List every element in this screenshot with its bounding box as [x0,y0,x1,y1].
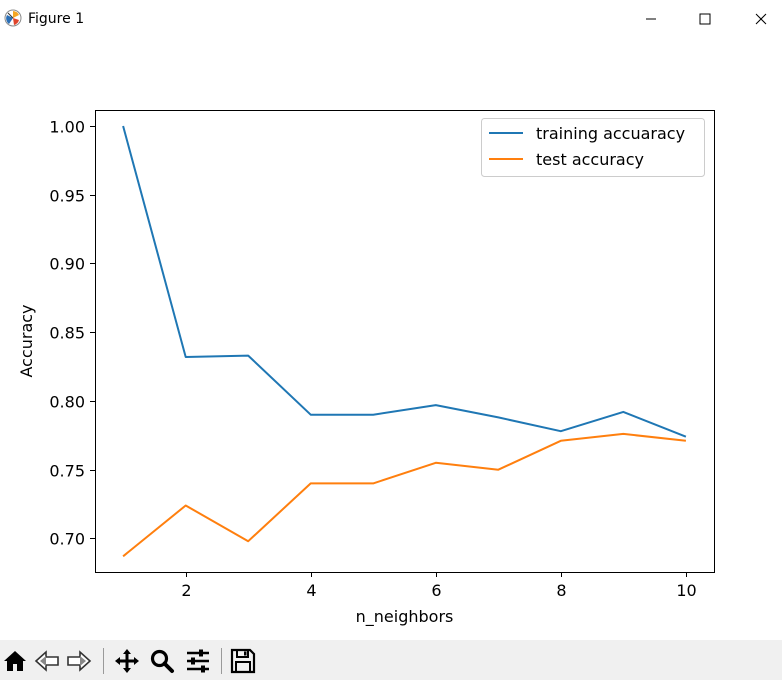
home-button[interactable] [0,646,30,676]
y-tick-label: 0.85 [49,324,85,343]
pan-button[interactable] [112,646,142,676]
series-line-training [122,125,687,438]
y-tick-label: 0.95 [49,187,85,206]
back-button[interactable] [32,646,62,676]
back-icon [34,650,59,672]
y-axis-label: Accuracy [17,304,36,377]
legend-box [481,118,705,177]
window-title: Figure 1 [28,11,85,27]
window-titlebar: Figure 1 [0,0,782,38]
y-tick-label: 0.90 [49,255,85,274]
y-tick-label: 0.75 [49,462,85,481]
legend-label-training: training accuaracy [536,124,685,143]
line-chart: 2 4 6 8 10 0.70 0.75 0.80 0.85 0.90 0.95 1.00 n_ne… [17,110,715,627]
x-axis: 2 4 6 8 10 [181,572,697,600]
navigation-toolbar [0,640,782,680]
close-icon [755,13,767,25]
x-tick-label: 8 [556,581,566,600]
zoom-icon [150,649,174,673]
x-tick-label: 4 [306,581,316,600]
configure-subplots-icon [187,649,209,673]
forward-button[interactable] [64,646,94,676]
matplotlib-app-icon [4,9,22,27]
maximize-button[interactable] [682,0,728,38]
maximize-icon [699,13,711,25]
close-button[interactable] [738,0,782,38]
legend: training accuaracy test accuracy [481,118,705,177]
axes-frame [95,110,715,573]
series-line-test [122,432,687,558]
zoom-button[interactable] [147,646,177,676]
x-tick-label: 10 [676,581,696,600]
x-axis-label: n_neighbors [356,607,454,627]
y-tick-label: 0.80 [49,393,85,412]
minimize-button[interactable] [628,0,674,38]
series-lines [122,125,687,558]
save-button[interactable] [228,646,258,676]
save-icon [230,648,256,674]
toolbar-separator [221,648,222,674]
y-axis: 0.70 0.75 0.80 0.85 0.90 0.95 1.00 [49,118,95,549]
minimize-icon [646,18,656,20]
pan-icon [115,649,139,673]
legend-label-test: test accuracy [536,150,644,169]
configure-subplots-button[interactable] [183,646,213,676]
forward-icon [67,650,92,672]
x-tick-label: 6 [431,581,441,600]
home-icon [4,651,26,671]
y-tick-label: 0.70 [49,530,85,549]
figure-canvas[interactable]: 2 4 6 8 10 0.70 0.75 0.80 0.85 0.90 0.95 1.00 n_ne… [0,38,782,640]
y-tick-label: 1.00 [49,118,85,137]
toolbar-separator [103,648,104,674]
x-tick-label: 2 [181,581,191,600]
